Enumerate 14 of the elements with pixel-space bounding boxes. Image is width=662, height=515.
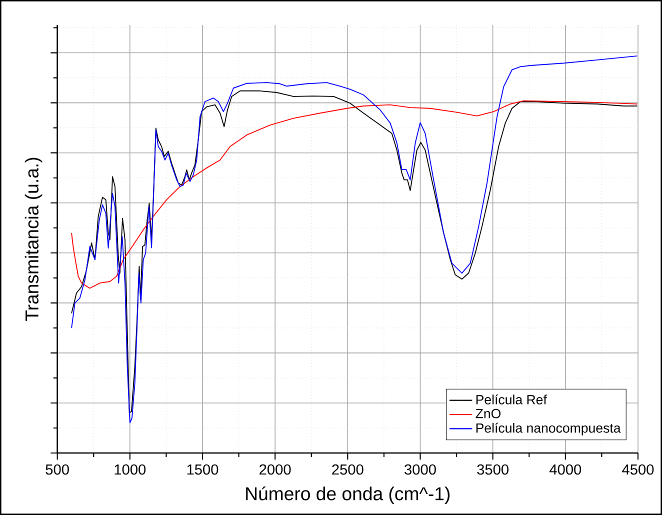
x-tick-label: 4500 (622, 464, 654, 475)
x-tick-label: 2500 (332, 464, 364, 475)
x-tick-label: 2000 (260, 464, 291, 475)
x-tick-label: 500 (46, 464, 69, 475)
legend-label: Película nanocompuesta (476, 422, 621, 436)
x-tick-label: 3000 (404, 464, 436, 475)
x-tick-label: 3500 (477, 464, 508, 475)
x-tick-label: 1000 (114, 464, 146, 475)
y-axis-title: Transmitancia (u.a.) (24, 158, 42, 321)
legend-label: Película Ref (476, 394, 547, 404)
legend-label: ZnO (476, 408, 501, 418)
x-axis-title: Número de onda (cm^-1) (246, 486, 450, 504)
x-tick-label: 4000 (549, 464, 582, 475)
x-tick-label: 1500 (187, 464, 218, 475)
